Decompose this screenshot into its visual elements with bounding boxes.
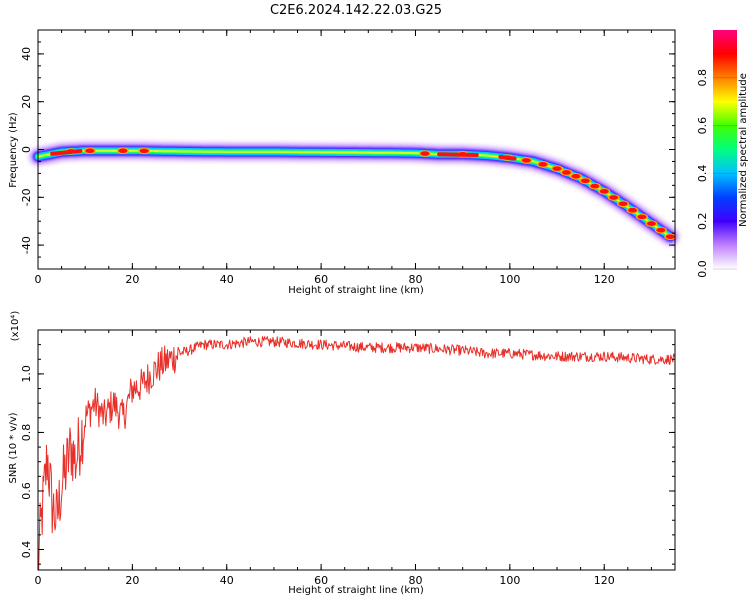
snr-x-tick-label: 40 <box>220 574 234 587</box>
ridge-hotspot <box>561 170 571 175</box>
ridge-blue <box>33 145 676 242</box>
colorbar-ticks: 0.0 0.2 0.4 0.6 0.8 <box>696 69 737 278</box>
spectrogram-y-tick-label: 40 <box>20 47 33 61</box>
snr-y-axis-label: SNR (10 * v/v) <box>8 412 19 483</box>
snr-series-line <box>37 336 676 570</box>
ridge-hotspot <box>599 189 609 194</box>
ridge-hotspot <box>571 173 581 179</box>
ridge-hotspot <box>85 148 95 153</box>
snr-ticks: 0 20 40 60 80 100 120 0.4 0.6 0.8 1.0 <box>20 329 676 587</box>
colorbar: 0.0 0.2 0.4 0.6 0.8 Normalized spectral ampl… <box>696 30 749 278</box>
spectrogram-y-tick-label: 0 <box>20 146 33 153</box>
colorbar-tick-label: 0.2 <box>696 212 709 230</box>
spectrogram-x-axis-label: Height of straight line (km) <box>288 285 424 296</box>
snr-x-tick-label: 80 <box>408 574 422 587</box>
spectrogram-panel: 0 20 40 60 80 100 120 -40 -20 0 20 40 Height of str… <box>8 29 681 296</box>
ridge-hotspot <box>590 183 600 189</box>
snr-panel: 0 20 40 60 80 100 120 0.4 0.6 0.8 1.0 Height of st… <box>8 311 676 596</box>
snr-y-tick-label: 0.6 <box>20 482 33 500</box>
ridge-hotspot <box>552 166 562 171</box>
ridge-halo-outer <box>28 140 681 247</box>
spectrogram-x-tick-label: 120 <box>594 273 615 286</box>
ridge-hotspot <box>646 221 656 226</box>
snr-x-tick-label: 0 <box>35 574 42 587</box>
ridge-hotspot <box>637 214 647 220</box>
snr-y-tick-label: 0.4 <box>20 541 33 559</box>
ridge-hot-segment <box>437 152 479 157</box>
spectrogram-ticks: 0 20 40 60 80 100 120 -40 -20 0 20 40 <box>20 29 676 286</box>
ridge-hotspot <box>420 151 430 156</box>
snr-y-multiplier: (x10⁴) <box>10 311 21 342</box>
ridge-hot-segment <box>50 148 83 156</box>
ridge-hotspot <box>628 207 638 213</box>
colorbar-tick-label: 0.8 <box>696 69 709 87</box>
ridge-hotspot <box>521 158 531 163</box>
snr-x-axis-label: Height of straight line (km) <box>288 585 424 596</box>
colorbar-tick-label: 0.6 <box>696 117 709 135</box>
snr-y-tick-label: 1.0 <box>20 365 33 383</box>
ridge-cyan <box>34 147 674 241</box>
ridge-hot-segment <box>498 154 517 161</box>
spectral-ridge <box>28 140 681 247</box>
snr-y-tick-label: 0.8 <box>20 424 33 442</box>
ridge-halo <box>31 143 678 244</box>
spectrogram-y-axis-label: Frequency (Hz) <box>8 112 19 188</box>
spectrogram-x-tick-label: 20 <box>125 273 139 286</box>
colorbar-label: Normalized spectral amplitude <box>738 73 749 227</box>
ridge-hotspot <box>139 148 149 154</box>
ridge-hotspot <box>118 148 128 153</box>
spectrogram-x-tick-label: 60 <box>314 273 328 286</box>
snr-plot-frame <box>37 329 676 571</box>
spectrogram-y-tick-label: -20 <box>20 188 33 206</box>
snr-x-tick-label: 20 <box>125 574 139 587</box>
ridge-hotspot <box>609 195 619 200</box>
snr-x-tick-label: 100 <box>499 574 520 587</box>
snr-x-tick-label: 60 <box>314 574 328 587</box>
ridge-hotspot <box>665 234 675 240</box>
spectrogram-y-tick-label: 20 <box>20 95 33 109</box>
spectrogram-y-tick-label: -40 <box>20 236 33 254</box>
colorbar-tick-label: 0.0 <box>696 260 709 278</box>
spectrogram-x-tick-label: 80 <box>408 273 422 286</box>
ridge-green <box>36 148 673 239</box>
spectrogram-x-tick-label: 100 <box>499 273 520 286</box>
ridge-hotspot <box>580 178 590 184</box>
spectrogram-x-tick-label: 40 <box>220 273 234 286</box>
snr-x-tick-label: 120 <box>594 574 615 587</box>
colorbar-tick-label: 0.4 <box>696 165 709 183</box>
ridge-hotspot <box>538 162 548 167</box>
colorbar-fill <box>713 30 737 269</box>
spectrogram-x-tick-label: 0 <box>35 273 42 286</box>
ridge-hotspot <box>618 201 628 207</box>
ridge-hotspot <box>656 227 666 233</box>
ridge-core <box>37 149 672 238</box>
figure-title: C2E6.2024.142.22.03.G25 <box>270 3 442 18</box>
